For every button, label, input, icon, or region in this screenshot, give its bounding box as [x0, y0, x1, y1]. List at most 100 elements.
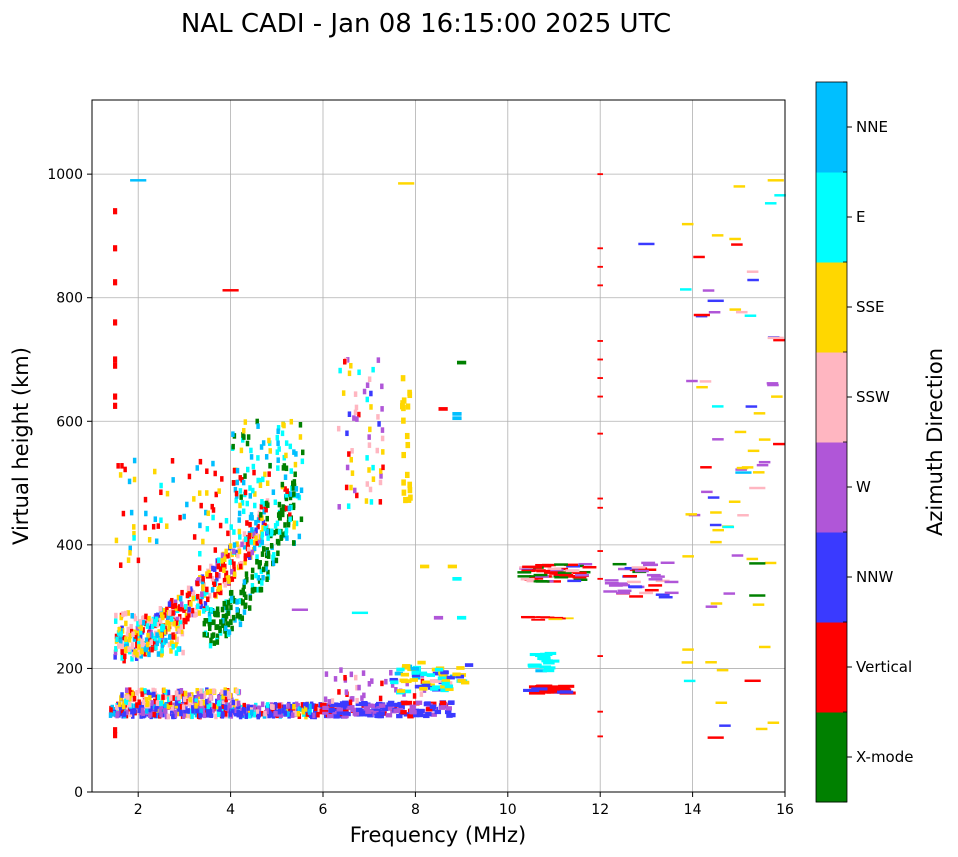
echo-point: [278, 511, 282, 517]
echo-point: [231, 443, 235, 450]
plot-frame: [91, 99, 786, 793]
echo-point: [628, 585, 643, 589]
echo-point: [248, 493, 253, 499]
echo-point: [203, 590, 207, 597]
echo-point: [405, 680, 409, 687]
echo-point: [194, 711, 199, 718]
echo-point: [207, 569, 211, 576]
echo-point: [152, 691, 156, 698]
echo-point: [597, 735, 603, 738]
echo-point: [266, 553, 271, 559]
echo-point: [149, 618, 153, 624]
echo-point: [215, 703, 220, 710]
echo-point: [407, 714, 414, 719]
echo-point: [376, 414, 380, 420]
echo-point: [626, 580, 641, 584]
echo-point: [202, 712, 207, 719]
echo-point: [553, 686, 570, 690]
echo-point: [379, 473, 383, 479]
echo-point: [322, 705, 329, 711]
echo-point: [220, 558, 224, 564]
echo-point: [710, 602, 723, 605]
echo-point: [223, 704, 228, 711]
echo-point: [191, 595, 195, 602]
echo-point: [286, 711, 290, 717]
echo-point: [159, 638, 164, 644]
echo-point: [152, 711, 156, 718]
echo-point: [233, 486, 238, 493]
echo-point: [232, 529, 236, 535]
echo-point: [259, 444, 264, 450]
echo-point: [352, 415, 356, 421]
echo-point: [438, 407, 448, 411]
colorbar-swatch-vertical: [816, 622, 847, 713]
echo-point: [161, 711, 165, 718]
echo-point: [119, 631, 123, 637]
echo-point: [275, 703, 279, 709]
echo-point: [173, 599, 178, 606]
echo-point: [281, 532, 286, 538]
echo-point: [301, 449, 305, 456]
echo-point: [153, 635, 157, 642]
echo-point: [294, 711, 298, 717]
echo-point: [191, 708, 195, 715]
echo-point: [437, 676, 447, 681]
echo-point: [289, 418, 294, 425]
echo-point: [143, 496, 148, 503]
echo-point: [277, 708, 282, 715]
echo-point: [247, 605, 252, 611]
echo-point: [384, 678, 388, 685]
echo-point: [398, 705, 405, 710]
echo-point: [229, 524, 233, 530]
echo-point: [168, 620, 172, 627]
echo-point: [452, 416, 462, 421]
echo-point: [220, 606, 225, 613]
echo-point: [256, 455, 260, 461]
echo-point: [253, 491, 257, 497]
echo-point: [113, 362, 118, 369]
echo-point: [242, 591, 247, 598]
echo-point: [572, 571, 587, 574]
echo-point: [728, 500, 741, 503]
echo-point: [266, 550, 271, 557]
echo-point: [162, 687, 166, 694]
echo-point: [192, 496, 196, 502]
x-axis-label: Frequency (MHz): [350, 823, 526, 847]
echo-point: [401, 479, 406, 486]
echo-point: [126, 694, 130, 700]
echo-point: [255, 559, 259, 565]
echo-point: [144, 696, 149, 703]
echo-point: [253, 502, 257, 509]
echo-point: [150, 623, 155, 630]
echo-point: [223, 690, 227, 696]
echo-point: [283, 486, 287, 492]
echo-point: [355, 416, 359, 422]
echo-point: [196, 593, 200, 600]
echo-point: [170, 458, 175, 464]
echo-point: [238, 613, 242, 620]
echo-point: [215, 633, 220, 640]
echo-point: [535, 575, 549, 578]
echo-point: [137, 699, 141, 706]
echo-point: [378, 468, 383, 474]
echo-point: [242, 539, 247, 546]
echo-point: [244, 571, 249, 577]
echo-point: [187, 606, 191, 613]
echo-point: [245, 576, 249, 583]
echo-point: [322, 710, 329, 715]
echo-point: [565, 569, 580, 573]
echo-point: [148, 623, 153, 630]
echo-point: [390, 682, 395, 688]
echo-point: [755, 727, 768, 731]
echo-point: [220, 476, 224, 482]
echo-point: [235, 612, 240, 619]
echo-point: [380, 383, 384, 390]
echo-point: [258, 560, 262, 566]
echo-point: [597, 247, 603, 250]
echo-point: [228, 711, 232, 717]
echo-point: [597, 577, 603, 580]
echo-point: [417, 660, 426, 665]
echo-point: [731, 243, 743, 246]
echo-point: [425, 711, 432, 717]
echo-point: [260, 515, 264, 522]
